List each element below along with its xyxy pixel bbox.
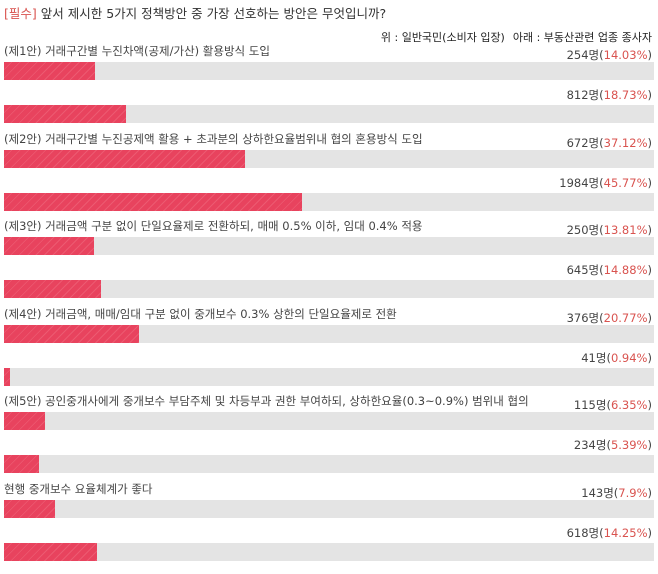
option-label: (제3안) 거래금액 구분 없이 단일요율제로 전환하되, 매매 0.5% 이하… (4, 219, 423, 233)
bar-track-consumer (4, 62, 654, 80)
count-label: 143명 (581, 485, 614, 500)
bar-track-consumer (4, 237, 654, 255)
count-label: 254명 (566, 48, 600, 62)
count-label: 250명 (566, 223, 600, 237)
bar-industry (4, 367, 11, 386)
question-title: [필수] 앞서 제시한 5가지 정책방안 중 가장 선호하는 방안은 무엇입니까… (4, 3, 386, 22)
percent-label: 5.39% (610, 438, 648, 452)
percent-label: 20.77% (603, 310, 648, 325)
percent-label: 45.77% (603, 175, 648, 190)
percent-label: 14.25% (603, 525, 648, 540)
bar-industry (4, 455, 40, 473)
bar-track-industry (4, 192, 654, 211)
count-label: 1984명 (559, 175, 600, 190)
option-label: (제2안) 거래구간별 누진공제액 활용 + 초과분의 상하한요율범위내 협의 … (4, 131, 423, 146)
bar-track-industry (4, 280, 654, 298)
value-label-industry: 234명(5.39%) (573, 438, 652, 452)
value-label-industry: 618명(14.25%) (566, 525, 652, 540)
bar-track-industry (4, 542, 654, 561)
percent-label: 0.94% (610, 350, 648, 365)
count-label: 41명 (581, 350, 607, 365)
count-label: 115명 (573, 398, 607, 412)
percent-label: 37.12% (603, 135, 648, 150)
percent-label: 7.9% (618, 485, 648, 500)
question-text: 앞서 제시한 5가지 정책방안 중 가장 선호하는 방안은 무엇입니까? (40, 6, 387, 21)
percent-label: 14.88% (603, 263, 648, 277)
value-label-consumer: 115명(6.35%) (573, 398, 652, 412)
bar-industry (4, 105, 126, 123)
bar-consumer (4, 62, 96, 80)
bar-industry (4, 192, 302, 211)
value-label-consumer: 143명(7.9%) (581, 485, 652, 500)
count-label: 618명 (566, 525, 600, 540)
bar-track-consumer (4, 324, 654, 343)
value-label-consumer: 250명(13.81%) (566, 223, 652, 237)
legend: 위 : 일반국민(소비자 입장) 아래 : 부동산관련 업종 종사자 (381, 29, 652, 45)
bar-consumer (4, 237, 94, 255)
option-label: (제4안) 거래금액, 매매/임대 구분 없이 중개보수 0.3% 상한의 단일… (4, 306, 397, 321)
percent-label: 13.81% (603, 223, 648, 237)
bar-consumer (4, 324, 139, 343)
option-label: (제5안) 공인중개사에게 중개보수 부담주체 및 차등부과 권한 부여하되, … (4, 394, 529, 408)
required-tag: [필수] (4, 6, 37, 21)
value-label-consumer: 254명(14.03%) (566, 48, 652, 62)
count-label: 645명 (566, 263, 600, 277)
bar-track-industry (4, 367, 654, 386)
bar-track-consumer (4, 412, 654, 430)
count-label: 234명 (573, 438, 607, 452)
value-label-consumer: 672명(37.12%) (566, 135, 652, 150)
percent-label: 18.73% (603, 88, 648, 102)
option-label: 현행 중개보수 요율체계가 좋다 (4, 481, 153, 496)
value-label-industry: 1984명(45.77%) (559, 175, 652, 190)
percent-label: 14.03% (603, 48, 648, 62)
bar-consumer (4, 499, 56, 518)
bar-track-consumer (4, 149, 654, 168)
bar-industry (4, 280, 101, 298)
percent-label: 6.35% (610, 398, 648, 412)
legend-upper: 위 : 일반국민(소비자 입장) (380, 31, 505, 44)
count-label: 376명 (566, 310, 600, 325)
bar-consumer (4, 149, 246, 168)
bar-industry (4, 542, 97, 561)
bar-track-industry (4, 105, 654, 123)
value-label-industry: 645명(14.88%) (566, 263, 652, 277)
option-label: (제1안) 거래구간별 누진차액(공제/가산) 활용방식 도입 (4, 44, 270, 58)
legend-lower: 아래 : 부동산관련 업종 종사자 (512, 31, 652, 44)
value-label-industry: 812명(18.73%) (566, 88, 652, 102)
count-label: 672명 (566, 135, 600, 150)
bar-consumer (4, 412, 46, 430)
value-label-industry: 41명(0.94%) (581, 350, 652, 365)
bar-track-consumer (4, 499, 654, 518)
count-label: 812명 (566, 88, 600, 102)
value-label-consumer: 376명(20.77%) (566, 310, 652, 325)
bar-track-industry (4, 455, 654, 473)
